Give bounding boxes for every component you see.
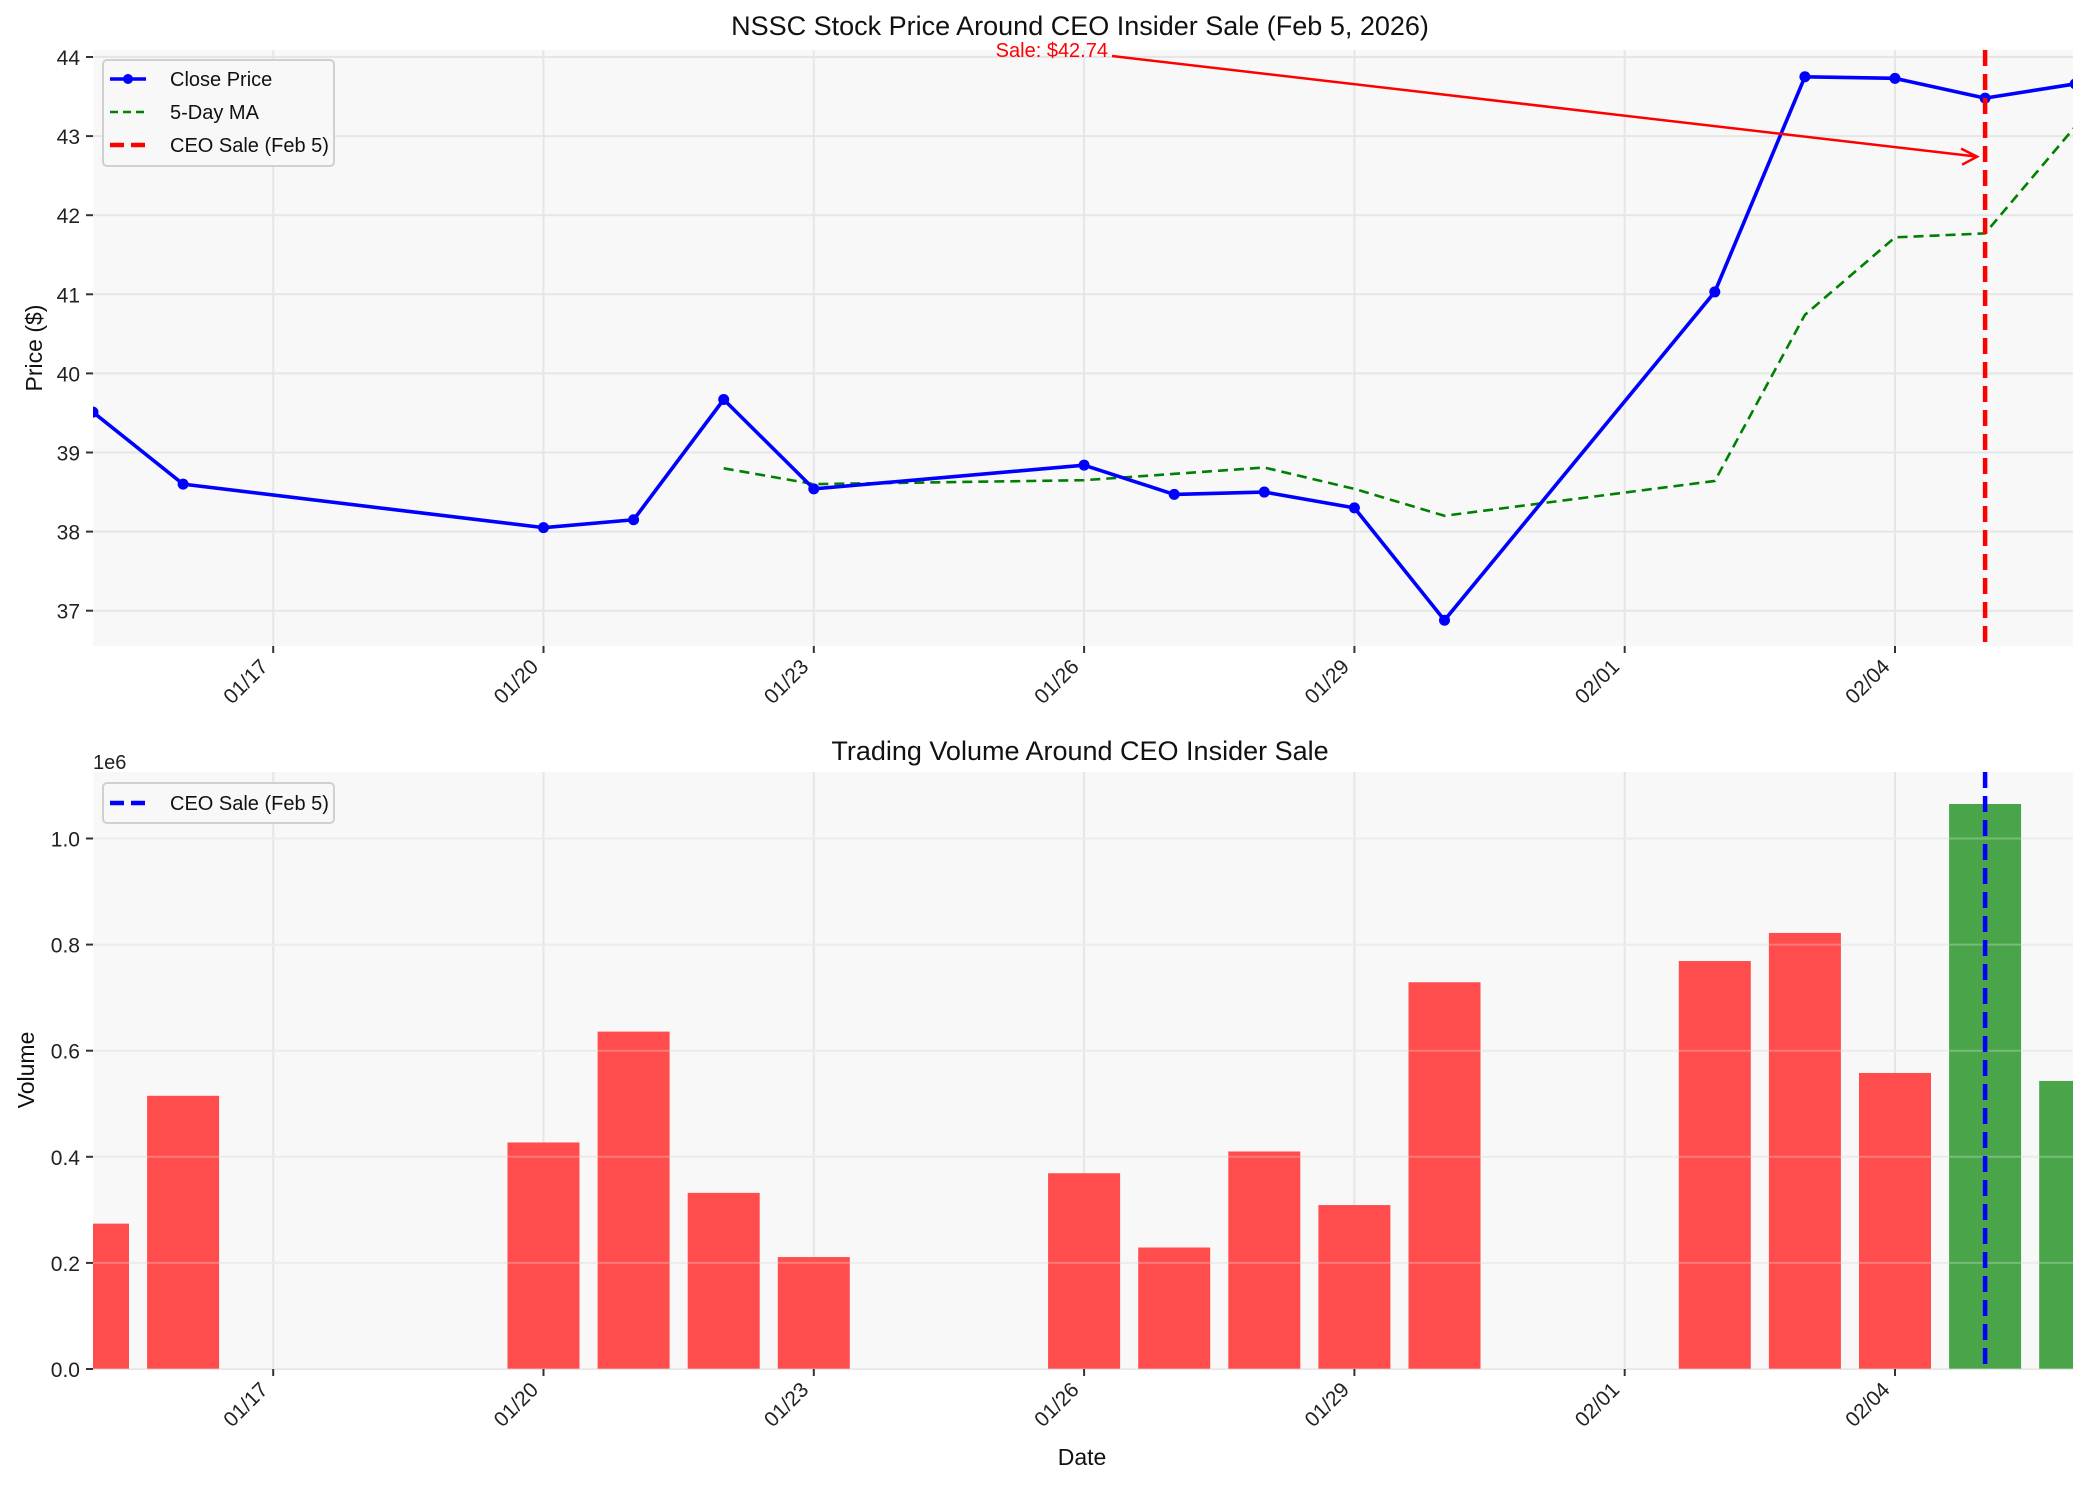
y-tick-label: 40 xyxy=(57,363,80,386)
volume-bar xyxy=(1318,1205,1391,1369)
x-tick-label: 01/17 xyxy=(219,1378,272,1431)
close-price-marker xyxy=(1168,488,1180,500)
close-price-marker xyxy=(628,514,640,526)
y-tick-label: 1.0 xyxy=(51,829,80,852)
close-price-marker xyxy=(1889,72,1901,84)
volume-bar xyxy=(597,1031,670,1369)
price-chart-title: NSSC Stock Price Around CEO Insider Sale… xyxy=(731,11,1429,41)
close-price-marker xyxy=(1348,502,1360,514)
volume-bar xyxy=(777,1257,850,1369)
volume-bar xyxy=(1138,1247,1211,1369)
volume-bar xyxy=(1768,932,1841,1369)
close-price-marker xyxy=(1258,486,1270,498)
legend-label: CEO Sale (Feb 5) xyxy=(170,135,329,157)
volume-bar xyxy=(2039,1080,2073,1369)
close-price-marker xyxy=(718,394,730,406)
volume-legend: CEO Sale (Feb 5) xyxy=(102,782,335,824)
x-tick-label: 01/26 xyxy=(1030,655,1083,708)
x-tick-label: 02/01 xyxy=(1571,655,1624,708)
y-tick-label: 41 xyxy=(57,284,80,307)
price-y-axis-label: Price ($) xyxy=(21,305,47,392)
x-tick-label: 01/20 xyxy=(490,1378,543,1431)
price-gridlines xyxy=(93,50,2073,646)
y-tick-label: 0.8 xyxy=(51,935,80,958)
close-price-line xyxy=(93,74,2073,622)
x-tick-label: 02/04 xyxy=(1841,1378,1895,1432)
annotation-arrow xyxy=(1111,54,1978,158)
y-tick-label: 38 xyxy=(57,522,80,545)
x-tick-label: 02/01 xyxy=(1571,1378,1624,1431)
x-tick-label: 01/20 xyxy=(490,655,543,708)
volume-chart: Trading Volume Around CEO Insider Sale 1… xyxy=(13,736,2073,1470)
price-chart: NSSC Stock Price Around CEO Insider Sale… xyxy=(21,11,2073,709)
y-tick-label: 0.6 xyxy=(51,1041,80,1064)
price-x-axis: 01/17 01/20 01/23 01/26 01/29 02/01 02/04 xyxy=(219,646,1896,709)
y-tick-label: 43 xyxy=(57,126,80,149)
y-tick-label: 42 xyxy=(57,205,80,228)
y-tick-label: 39 xyxy=(57,443,80,466)
x-tick-label: 01/26 xyxy=(1030,1378,1083,1431)
close-price-marker xyxy=(808,483,820,495)
sale-annotation: Sale: $42.74 xyxy=(996,40,1980,166)
volume-bar xyxy=(1408,982,1481,1369)
y-tick-label: 0.0 xyxy=(51,1359,80,1382)
close-price-marker xyxy=(538,522,549,534)
volume-bar xyxy=(687,1192,760,1369)
legend-box xyxy=(102,59,335,167)
legend-label: 5-Day MA xyxy=(170,102,260,124)
legend-label: Close Price xyxy=(170,69,272,91)
close-price-marker xyxy=(1799,71,1811,83)
x-tick-label: 01/23 xyxy=(760,655,813,708)
volume-bar xyxy=(147,1095,220,1369)
legend-box xyxy=(102,782,335,824)
x-tick-label: 01/29 xyxy=(1301,1378,1354,1431)
volume-y-axis: 0.0 0.2 0.4 0.6 0.8 1.0 xyxy=(51,829,93,1382)
price-plot-area xyxy=(93,50,2073,646)
x-tick-label: 01/23 xyxy=(760,1378,813,1431)
arrow-head xyxy=(1960,147,1980,166)
volume-bar xyxy=(1678,961,1751,1369)
y-tick-label: 0.2 xyxy=(51,1253,80,1276)
volume-bar xyxy=(1228,1151,1301,1369)
volume-y-axis-label: Volume xyxy=(13,1032,39,1109)
volume-bar xyxy=(507,1142,580,1369)
legend-marker xyxy=(123,74,133,84)
x-tick-label: 01/29 xyxy=(1301,655,1354,708)
close-price-marker xyxy=(2069,78,2073,89)
price-legend: Close Price 5-Day MA CEO Sale (Feb 5) xyxy=(102,59,335,167)
x-tick-label: 02/04 xyxy=(1841,655,1895,709)
volume-bar xyxy=(1048,1173,1121,1369)
legend-label: CEO Sale (Feb 5) xyxy=(170,793,329,815)
close-price-marker xyxy=(1078,459,1090,471)
volume-chart-title: Trading Volume Around CEO Insider Sale xyxy=(831,736,1328,766)
close-price-marker xyxy=(1709,286,1721,298)
close-price-marker xyxy=(177,478,189,490)
y-tick-label: 37 xyxy=(57,601,80,624)
y-tick-label: 0.4 xyxy=(51,1147,81,1170)
volume-bar xyxy=(1859,1072,1931,1369)
close-price-marker xyxy=(1439,614,1450,626)
y-tick-label: 44 xyxy=(57,47,81,70)
price-y-axis: 37 38 39 40 41 42 43 44 xyxy=(57,47,93,624)
price-series xyxy=(93,50,2073,646)
x-tick-label: 01/17 xyxy=(219,655,272,708)
volume-bars xyxy=(93,804,2073,1369)
close-price-marker xyxy=(93,406,99,418)
volume-x-axis: 01/17 01/20 01/23 01/26 01/29 02/01 02/04 xyxy=(219,1369,1896,1432)
annotation-text: Sale: $42.74 xyxy=(996,40,1108,62)
volume-bar xyxy=(93,1223,129,1369)
volume-offset-label: 1e6 xyxy=(93,752,126,774)
volume-x-axis-label: Date xyxy=(1058,1444,1107,1470)
